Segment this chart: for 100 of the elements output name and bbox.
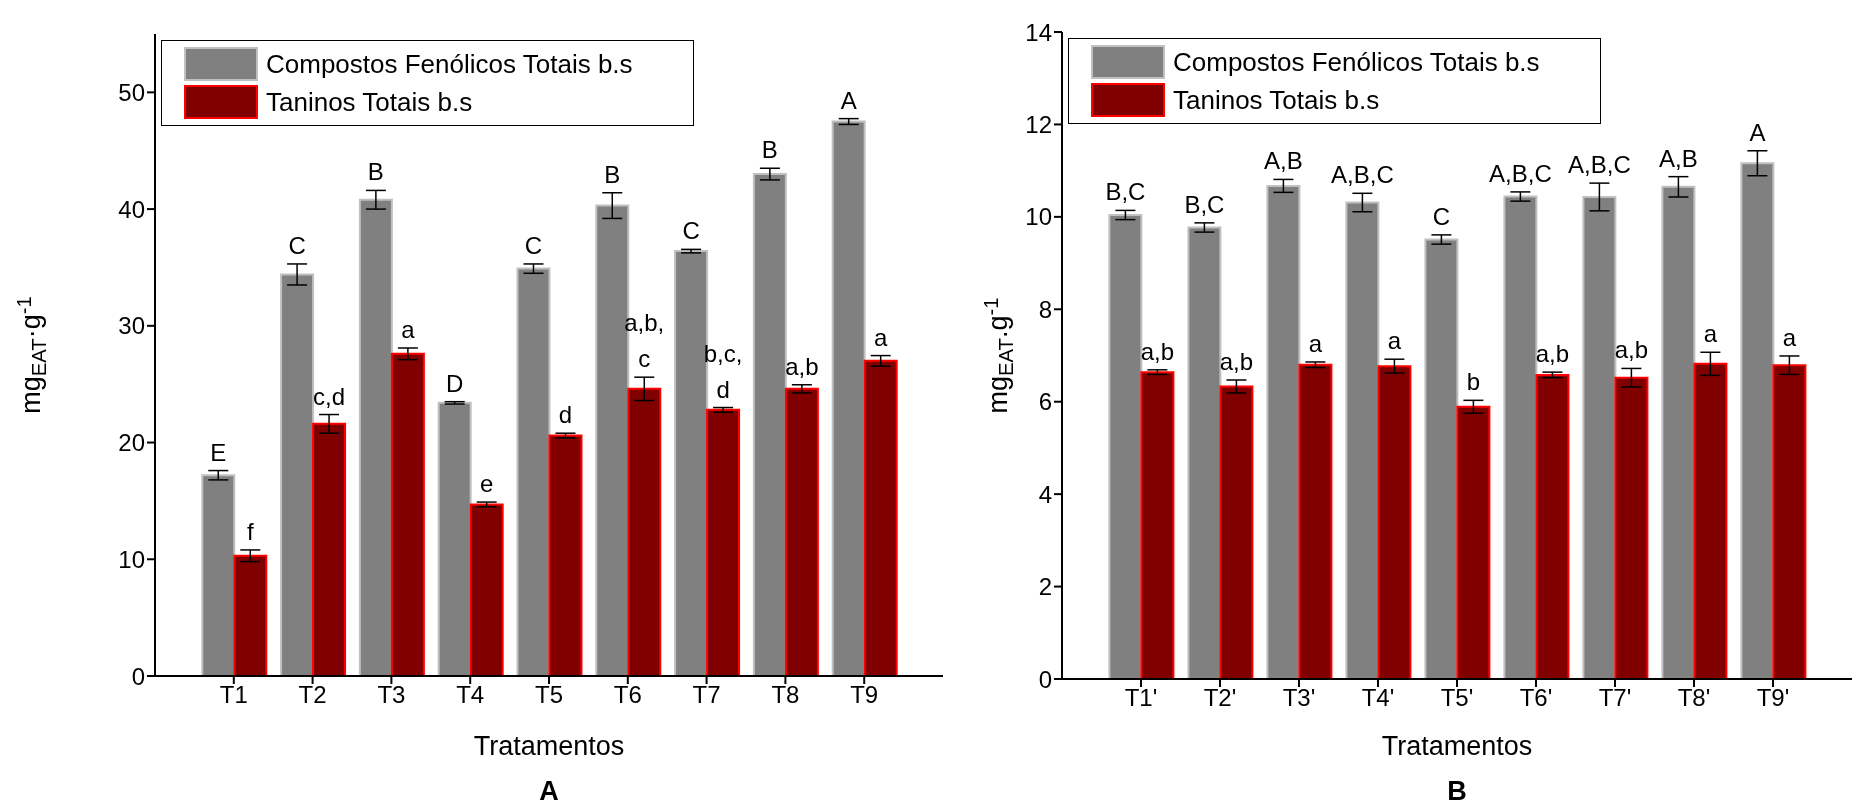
bar xyxy=(1298,363,1333,679)
annotation: A xyxy=(840,86,857,114)
annotation: b,c, d xyxy=(703,339,743,403)
annotation: a,b xyxy=(785,352,819,380)
annotation: a,b xyxy=(1219,347,1254,375)
x-tick-label: T2 xyxy=(298,681,327,709)
annotation: a,b xyxy=(1140,337,1175,365)
annotation: B xyxy=(761,136,778,164)
y-tick-label: 0 xyxy=(1038,665,1052,693)
annotation: C xyxy=(288,231,306,259)
bar xyxy=(1772,364,1807,679)
annotation: B xyxy=(604,160,621,188)
annotation: a,b xyxy=(1614,336,1649,364)
y-tick-label: 4 xyxy=(1038,480,1052,508)
bar xyxy=(627,387,662,676)
bar xyxy=(1108,214,1143,679)
bar xyxy=(1535,373,1570,679)
x-tick-label: T9' xyxy=(1756,684,1790,712)
x-tick-label: T9 xyxy=(850,681,879,709)
x-tick-label: T7' xyxy=(1598,684,1632,712)
bar xyxy=(358,198,393,676)
y-tick-label: 20 xyxy=(118,429,145,457)
annotation: a xyxy=(401,316,416,343)
x-tick-label: T2' xyxy=(1203,684,1237,712)
annotation: A,B xyxy=(1264,147,1303,175)
annotation: A,B xyxy=(1659,144,1698,172)
bar xyxy=(233,554,268,676)
annotation: a xyxy=(1782,323,1797,351)
annotation: B xyxy=(367,158,384,186)
bar xyxy=(863,359,898,676)
bar xyxy=(1614,376,1649,679)
bar xyxy=(1582,195,1617,679)
legend-label: Compostos Fenólicos Totais b.s xyxy=(266,48,633,80)
x-tick-label: T3 xyxy=(377,681,406,709)
annotation: C xyxy=(524,231,543,259)
y-tick-label: 12 xyxy=(1025,110,1052,138)
bar xyxy=(1424,238,1459,679)
annotation: a xyxy=(1308,329,1323,357)
bar xyxy=(1693,362,1728,679)
annotation: a xyxy=(1387,327,1402,355)
x-tick-label: T8' xyxy=(1677,684,1711,712)
annotation: f xyxy=(246,517,254,545)
bar xyxy=(1740,162,1775,679)
annotation: d xyxy=(558,401,573,429)
bar xyxy=(1661,185,1696,679)
bar xyxy=(1219,385,1254,679)
y-tick-label: 14 xyxy=(1025,18,1052,46)
x-tick-label: T4' xyxy=(1361,684,1395,712)
annotation: A,B,C xyxy=(1331,161,1394,189)
x-axis-title: Tratamentos xyxy=(473,731,625,761)
bar xyxy=(280,273,315,676)
bar xyxy=(1187,226,1222,679)
bar xyxy=(312,422,347,676)
annotation: a,b, c xyxy=(624,309,665,373)
annotation: C xyxy=(682,217,700,245)
y-tick-label: 10 xyxy=(1025,203,1052,231)
bar xyxy=(390,352,425,676)
x-tick-label: T8 xyxy=(771,681,800,709)
annotation: b xyxy=(1466,368,1481,396)
bar xyxy=(831,120,866,676)
y-tick-label: 8 xyxy=(1038,295,1052,323)
bar xyxy=(437,401,472,676)
annotation: c,d xyxy=(313,382,346,410)
y-tick-label: 0 xyxy=(131,662,145,690)
bar xyxy=(1140,371,1175,679)
bar xyxy=(1345,201,1380,679)
annotation: A xyxy=(1749,118,1766,146)
x-tick-label: T7 xyxy=(692,681,721,709)
annotation: B,C xyxy=(1105,178,1146,206)
annotation: A,B,C xyxy=(1568,151,1631,179)
bar xyxy=(784,387,819,676)
bar xyxy=(201,474,236,676)
text: B xyxy=(1446,776,1468,805)
annotation: e xyxy=(480,470,494,498)
annotation: D xyxy=(446,369,464,397)
y-tick-label: 2 xyxy=(1038,573,1052,601)
bar xyxy=(706,408,741,676)
x-axis-title: Tratamentos xyxy=(1381,731,1533,761)
bar xyxy=(469,503,504,676)
annotation: a,b xyxy=(1535,340,1570,368)
annotation: a xyxy=(1703,320,1718,348)
y-tick-label: 50 xyxy=(118,78,145,106)
bar xyxy=(1456,405,1491,679)
bar xyxy=(548,434,583,676)
y-tick-label: 6 xyxy=(1038,388,1052,416)
annotation: C xyxy=(1432,202,1451,230)
annotation: A,B,C xyxy=(1489,159,1552,187)
annotation: B,C xyxy=(1184,190,1225,218)
legend-label: Taninos Totais b.s xyxy=(266,86,473,118)
legend-label: Taninos Totais b.s xyxy=(1173,84,1380,116)
bar xyxy=(752,173,787,676)
x-tick-label: T4 xyxy=(456,681,485,709)
text: A xyxy=(538,776,560,805)
x-tick-label: T1' xyxy=(1124,684,1158,712)
x-tick-label: T1 xyxy=(219,681,248,709)
x-tick-label: T6' xyxy=(1519,684,1553,712)
bar xyxy=(516,267,551,676)
y-tick-label: 30 xyxy=(118,312,145,340)
bar xyxy=(1503,195,1538,679)
bar xyxy=(1266,184,1301,679)
